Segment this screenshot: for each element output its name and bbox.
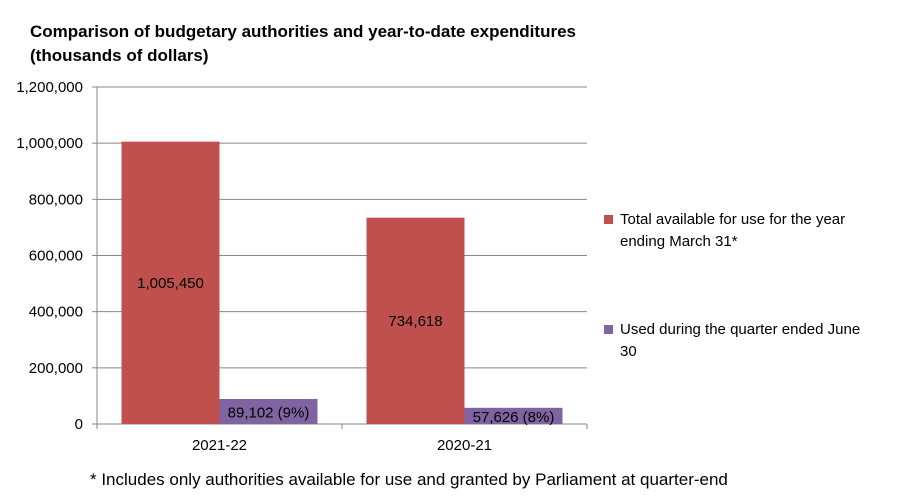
data-label: 89,102 (9%) xyxy=(228,404,310,421)
data-label: 734,618 xyxy=(388,313,442,330)
bar-used-quarter xyxy=(464,407,563,424)
chart-title-line2: (thousands of dollars) xyxy=(30,46,209,65)
data-label: 1,005,450 xyxy=(137,275,204,292)
x-category-label: 2021-22 xyxy=(192,437,247,454)
footnote: * Includes only authorities available fo… xyxy=(90,470,728,489)
legend-label: ending March 31* xyxy=(620,233,738,250)
y-tick-label: 1,200,000 xyxy=(16,79,83,96)
legend-label: Used during the quarter ended June xyxy=(620,321,860,338)
chart-title: Comparison of budgetary authorities and … xyxy=(30,20,630,68)
y-tick-label: 800,000 xyxy=(29,191,83,208)
legend-label: 30 xyxy=(620,343,637,360)
bar-used-quarter xyxy=(219,398,318,424)
data-labels: 1,005,450 89,102 (9%) 734,618 57,626 (8%) xyxy=(137,275,554,426)
legend-swatch xyxy=(604,215,613,224)
legend: Total available for use for the year endi… xyxy=(604,211,860,360)
legend-swatch xyxy=(604,325,613,334)
y-tick-label: 200,000 xyxy=(29,360,83,377)
bar-total-available xyxy=(121,141,220,425)
axes: 0 200,000 400,000 600,000 800,000 1,000,000 1,… xyxy=(16,79,588,454)
y-tick-label: 0 xyxy=(75,416,83,433)
y-tick-label: 600,000 xyxy=(29,248,83,265)
legend-label: Total available for use for the year xyxy=(620,211,845,228)
chart-title-line1: Comparison of budgetary authorities and … xyxy=(30,22,576,41)
y-tick-label: 400,000 xyxy=(29,304,83,321)
bars xyxy=(121,141,563,425)
bar-total-available xyxy=(366,217,465,424)
data-label: 57,626 (8%) xyxy=(473,409,555,426)
x-category-label: 2020-21 xyxy=(437,437,492,454)
y-tick-label: 1,000,000 xyxy=(16,135,83,152)
